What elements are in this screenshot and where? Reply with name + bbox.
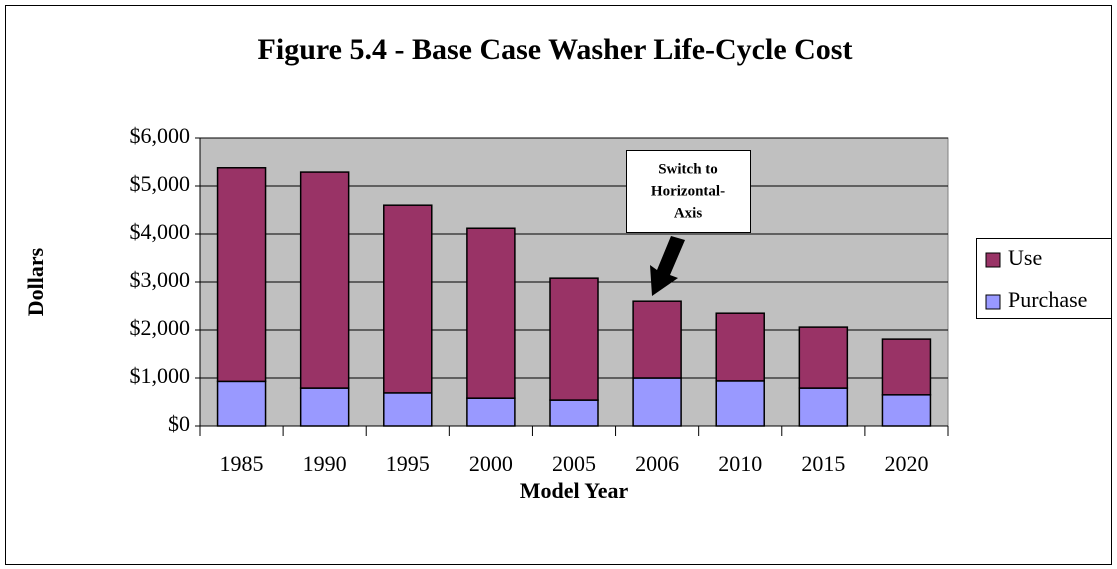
bar-segment [383, 392, 433, 427]
x-tick-label: 1995 [386, 451, 430, 476]
chart-title: Figure 5.4 - Base Case Washer Life-Cycle… [258, 33, 853, 66]
x-tick-label: 1990 [303, 451, 347, 476]
annotation-box [626, 150, 751, 233]
legend-label: Use [1008, 245, 1042, 270]
x-tick-label: 2005 [552, 451, 596, 476]
annotation-text: Switch to [658, 161, 718, 177]
bar-segment [216, 380, 267, 427]
bar-segment [549, 399, 599, 427]
y-tick-label: $1,000 [130, 363, 191, 388]
bar-segment [632, 377, 682, 427]
annotation-text: Axis [674, 205, 703, 221]
bar-segment [798, 387, 849, 427]
y-tick-label: $6,000 [130, 123, 191, 148]
x-tick-label: 2020 [884, 451, 928, 476]
x-axis-label: Model Year [520, 478, 629, 503]
y-tick-label: $2,000 [130, 315, 191, 340]
bar-segment [881, 394, 932, 427]
annotation-arrow [650, 236, 685, 296]
bar-segment [466, 227, 516, 399]
annotation-text: Horizontal- [651, 183, 725, 199]
y-tick-label: $0 [168, 411, 190, 436]
bar-segment [299, 387, 350, 427]
y-tick-label: $5,000 [130, 171, 191, 196]
x-tick-label: 2006 [635, 451, 679, 476]
legend-swatch [985, 252, 1001, 268]
bar-segment [632, 300, 682, 379]
bar-segment [466, 397, 516, 427]
x-tick-label: 2015 [801, 451, 845, 476]
x-tick-label: 2000 [469, 451, 513, 476]
y-tick-label: $4,000 [130, 219, 191, 244]
x-tick-label: 1985 [220, 451, 264, 476]
bar-segment [715, 312, 765, 382]
bar-segment [715, 380, 765, 427]
y-tick-label: $3,000 [130, 267, 191, 292]
bar-segment [798, 326, 849, 389]
bar-segment [299, 171, 350, 389]
y-axis-label: Dollars [23, 247, 48, 316]
legend-label: Purchase [1008, 287, 1087, 312]
bar-segment [216, 167, 267, 383]
bar-segment [881, 338, 932, 396]
bar-segment [549, 277, 599, 401]
bar-segment [383, 204, 433, 394]
legend-swatch [985, 294, 1001, 310]
x-tick-label: 2010 [718, 451, 762, 476]
